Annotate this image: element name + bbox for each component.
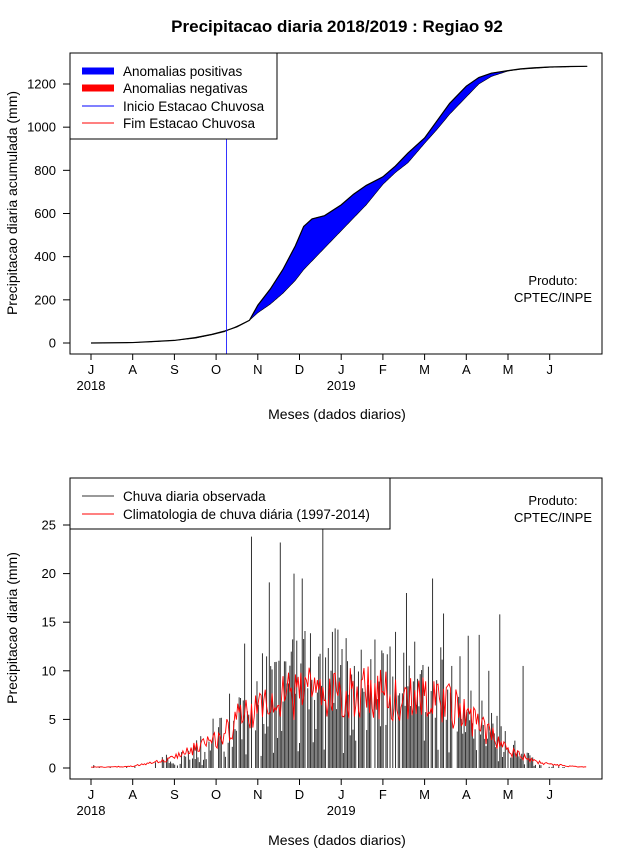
observed-cumulative-line: [90, 65, 588, 344]
product-annotation-line2: CPTEC/INPE: [514, 290, 592, 305]
cumulative-y-tick-label: 200: [34, 292, 56, 307]
cumulative-x-tick-label: O: [211, 362, 221, 377]
daily-x-tick-label: J: [546, 787, 553, 802]
legend-label-start: Inicio Estacao Chuvosa: [123, 99, 265, 114]
daily-legend: Chuva diaria observada Climatologia de c…: [69, 477, 391, 530]
product-annotation-line1-daily: Produto:: [528, 493, 577, 508]
daily-y-tick-label: 0: [49, 761, 56, 776]
daily-x-label: Meses (dados diarios): [268, 832, 406, 848]
cumulative-x-tick-label: N: [253, 362, 262, 377]
daily-y-tick-label: 25: [42, 518, 56, 533]
legend-label-end: Fim Estacao Chuvosa: [123, 116, 256, 131]
daily-x-tick-label: A: [128, 787, 137, 802]
positive-anomaly-area: [132, 328, 231, 343]
cumulative-x-tick-label: A: [462, 362, 471, 377]
cumulative-y-tick-label: 0: [49, 336, 56, 351]
legend-label-negative: Anomalias negativas: [123, 81, 248, 96]
cumulative-year-label: 2018: [77, 378, 106, 393]
cumulative-x-tick-label: M: [419, 362, 430, 377]
cumulative-y-tick-label: 800: [34, 163, 56, 178]
daily-year-label: 2018: [77, 803, 106, 818]
legend-label-positive: Anomalias positivas: [123, 64, 243, 79]
daily-y-tick-label: 20: [42, 566, 56, 581]
daily-x-tick-label: J: [338, 787, 345, 802]
daily-y-label: Precipitacao diaria (mm): [4, 552, 20, 704]
daily-x-tick-label: M: [419, 787, 430, 802]
daily-x-tick-label: F: [379, 787, 387, 802]
cumulative-x-tick-label: M: [503, 362, 514, 377]
cumulative-x-tick-label: A: [128, 362, 137, 377]
cumulative-x-tick-label: F: [379, 362, 387, 377]
cumulative-y-label: Precipitacao diaria acumulada (mm): [4, 91, 20, 315]
cumulative-y-tick-label: 600: [34, 206, 56, 221]
cumulative-x-tick-label: D: [295, 362, 304, 377]
daily-y-tick-label: 5: [49, 712, 56, 727]
cumulative-x-label: Meses (dados diarios): [268, 406, 406, 422]
legend-box: [69, 52, 278, 140]
daily-x-tick-label: N: [253, 787, 262, 802]
cumulative-x-tick-label: J: [88, 362, 95, 377]
cumulative-x-tick-label: J: [546, 362, 553, 377]
daily-x-tick-label: M: [503, 787, 514, 802]
climatology-daily-line: [90, 666, 587, 768]
cumulative-year-label: 2019: [327, 378, 356, 393]
cumulative-x-tick-label: J: [338, 362, 345, 377]
cumulative-legend: Anomalias positivas Anomalias negativas …: [69, 52, 278, 140]
product-annotation-line2-daily: CPTEC/INPE: [514, 510, 592, 525]
product-annotation-line1: Produto:: [528, 273, 577, 288]
daily-x-tick-label: O: [211, 787, 221, 802]
daily-y-tick-label: 15: [42, 615, 56, 630]
daily-x-tick-label: S: [170, 787, 179, 802]
cumulative-y-tick-label: 400: [34, 249, 56, 264]
daily-year-label: 2019: [327, 803, 356, 818]
legend-box-daily: [69, 477, 391, 530]
cumulative-y-tick-label: 1000: [27, 120, 56, 135]
daily-x-tick-label: D: [295, 787, 304, 802]
legend-label-observed: Chuva diaria observada: [123, 489, 266, 504]
cumulative-y-tick-label: 1200: [27, 77, 56, 92]
daily-y-tick-label: 10: [42, 663, 56, 678]
legend-label-climatology: Climatologia de chuva diária (1997-2014): [123, 507, 370, 522]
daily-x-tick-label: J: [88, 787, 95, 802]
daily-x-tick-label: A: [462, 787, 471, 802]
chart-title: Precipitacao diaria 2018/2019 : Regiao 9…: [171, 17, 503, 36]
cumulative-x-tick-label: S: [170, 362, 179, 377]
